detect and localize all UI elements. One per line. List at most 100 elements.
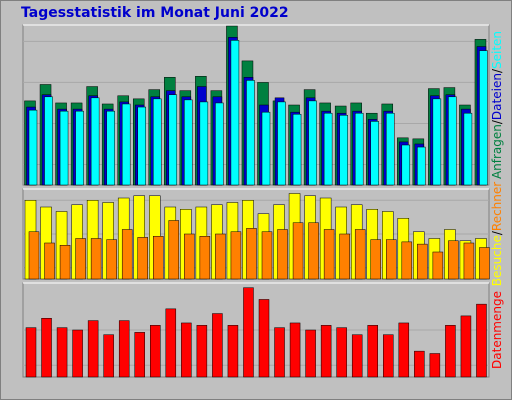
bar-datenmenge-day-6 bbox=[103, 334, 114, 378]
bar-rechner-day-13 bbox=[215, 233, 226, 280]
bar-seiten-day-13 bbox=[215, 102, 224, 186]
bar-rechner-day-3 bbox=[59, 245, 71, 280]
bar-seiten-day-6 bbox=[106, 110, 115, 186]
bar-seiten-day-26 bbox=[417, 146, 426, 186]
bar-rechner-day-18 bbox=[292, 222, 304, 280]
bar-seiten-day-11 bbox=[184, 99, 193, 186]
bar-rechner-day-10 bbox=[168, 220, 180, 280]
bar-rechner-day-7 bbox=[121, 229, 133, 280]
bar-datenmenge-day-30 bbox=[476, 303, 487, 378]
bar-datenmenge-day-22 bbox=[351, 334, 363, 378]
bar-seiten-day-22 bbox=[354, 112, 364, 186]
legend-label-part: Dateien bbox=[490, 73, 504, 120]
bar-seiten-day-5 bbox=[90, 97, 100, 186]
bar-datenmenge-day-7 bbox=[118, 320, 130, 378]
bar-rechner-day-21 bbox=[339, 233, 350, 280]
bar-rechner-day-1 bbox=[28, 231, 40, 280]
bar-datenmenge-day-8 bbox=[134, 332, 145, 378]
bar-seiten-day-8 bbox=[137, 106, 146, 186]
bar-rechner-day-29 bbox=[463, 242, 475, 280]
bar-seiten-day-19 bbox=[308, 100, 317, 186]
legend-label-part: Datenmenge bbox=[490, 291, 504, 369]
bar-datenmenge-day-13 bbox=[212, 313, 223, 378]
bar-seiten-day-25 bbox=[401, 144, 411, 186]
bar-datenmenge-day-4 bbox=[72, 329, 83, 378]
bar-seiten-day-16 bbox=[261, 111, 271, 186]
bar-rechner-day-25 bbox=[401, 241, 413, 280]
legend-label-part: Seiten bbox=[490, 31, 504, 69]
bar-seiten-day-17 bbox=[277, 101, 286, 186]
bar-rechner-day-28 bbox=[448, 240, 459, 280]
bar-rechner-day-5 bbox=[90, 238, 102, 280]
bar-datenmenge-day-19 bbox=[305, 329, 316, 378]
bar-seiten-day-2 bbox=[44, 96, 53, 186]
legend-label-part: Besuche bbox=[490, 235, 504, 286]
panel-2-legend-label: Besuche/Rechner bbox=[490, 182, 504, 286]
bar-datenmenge-day-18 bbox=[289, 322, 301, 378]
bar-datenmenge-day-25 bbox=[398, 322, 410, 378]
legend-label-part: Anfragen bbox=[490, 124, 504, 179]
bar-datenmenge-day-2 bbox=[41, 318, 52, 378]
bar-rechner-day-12 bbox=[199, 236, 211, 280]
bar-datenmenge-day-24 bbox=[383, 334, 394, 378]
bar-rechner-day-16 bbox=[261, 231, 273, 280]
bar-datenmenge-day-16 bbox=[258, 299, 270, 378]
bar-rechner-day-6 bbox=[106, 239, 117, 280]
bar-rechner-day-4 bbox=[75, 238, 86, 280]
bar-datenmenge-day-10 bbox=[165, 308, 177, 378]
bar-datenmenge-day-14 bbox=[227, 325, 239, 378]
bar-rechner-day-23 bbox=[370, 239, 381, 280]
bar-datenmenge-day-15 bbox=[243, 287, 254, 378]
panel-1-background bbox=[22, 24, 490, 186]
bar-rechner-day-27 bbox=[432, 251, 444, 280]
bar-seiten-day-7 bbox=[121, 103, 131, 186]
legend-label-part: Rechner bbox=[490, 182, 504, 231]
bar-seiten-day-24 bbox=[386, 112, 395, 186]
bar-seiten-day-15 bbox=[246, 80, 255, 186]
bar-seiten-day-29 bbox=[463, 112, 473, 186]
bar-datenmenge-day-11 bbox=[181, 322, 192, 378]
bar-seiten-day-12 bbox=[199, 101, 209, 186]
bar-seiten-day-21 bbox=[339, 115, 348, 186]
bar-rechner-day-22 bbox=[354, 229, 366, 280]
legend-label-part: / bbox=[490, 68, 504, 73]
bar-datenmenge-day-28 bbox=[445, 325, 456, 378]
bar-datenmenge-day-21 bbox=[336, 327, 347, 378]
bar-datenmenge-day-23 bbox=[367, 325, 378, 378]
bar-rechner-day-2 bbox=[44, 242, 55, 280]
bar-seiten-day-20 bbox=[323, 112, 333, 186]
bar-datenmenge-day-29 bbox=[460, 315, 472, 378]
bar-seiten-day-30 bbox=[479, 50, 488, 186]
bar-seiten-day-28 bbox=[448, 96, 457, 186]
bar-seiten-day-9 bbox=[153, 98, 162, 186]
chart-title: Tagesstatistik im Monat Juni 2022 bbox=[21, 5, 289, 21]
bar-seiten-day-3 bbox=[59, 110, 69, 186]
bar-rechner-day-9 bbox=[153, 236, 164, 280]
bar-datenmenge-day-20 bbox=[320, 325, 332, 378]
bar-seiten-day-10 bbox=[168, 94, 178, 186]
bar-datenmenge-day-1 bbox=[25, 327, 37, 378]
bar-rechner-day-11 bbox=[184, 233, 195, 280]
bar-rechner-day-19 bbox=[308, 222, 319, 280]
bar-datenmenge-day-3 bbox=[56, 327, 68, 378]
bar-rechner-day-14 bbox=[230, 231, 242, 280]
legend-label-part: / bbox=[490, 230, 504, 235]
bar-seiten-day-27 bbox=[432, 98, 442, 186]
bar-rechner-day-24 bbox=[386, 239, 397, 280]
bar-datenmenge-day-12 bbox=[196, 325, 208, 378]
bar-rechner-day-8 bbox=[137, 237, 148, 280]
panel-1-legend-label: Anfragen/Dateien/Seiten bbox=[490, 31, 504, 179]
legend-label-part: / bbox=[490, 119, 504, 124]
bar-datenmenge-day-17 bbox=[274, 327, 285, 378]
bar-datenmenge-day-9 bbox=[150, 325, 161, 378]
bar-rechner-day-20 bbox=[323, 229, 335, 280]
bar-datenmenge-day-27 bbox=[429, 353, 441, 378]
bar-rechner-day-15 bbox=[246, 228, 257, 280]
panel-3-legend-label: Datenmenge bbox=[490, 291, 504, 369]
bar-rechner-day-17 bbox=[277, 229, 288, 280]
bar-rechner-day-26 bbox=[417, 243, 428, 280]
bar-seiten-day-1 bbox=[28, 109, 38, 186]
bar-seiten-day-23 bbox=[370, 121, 379, 186]
